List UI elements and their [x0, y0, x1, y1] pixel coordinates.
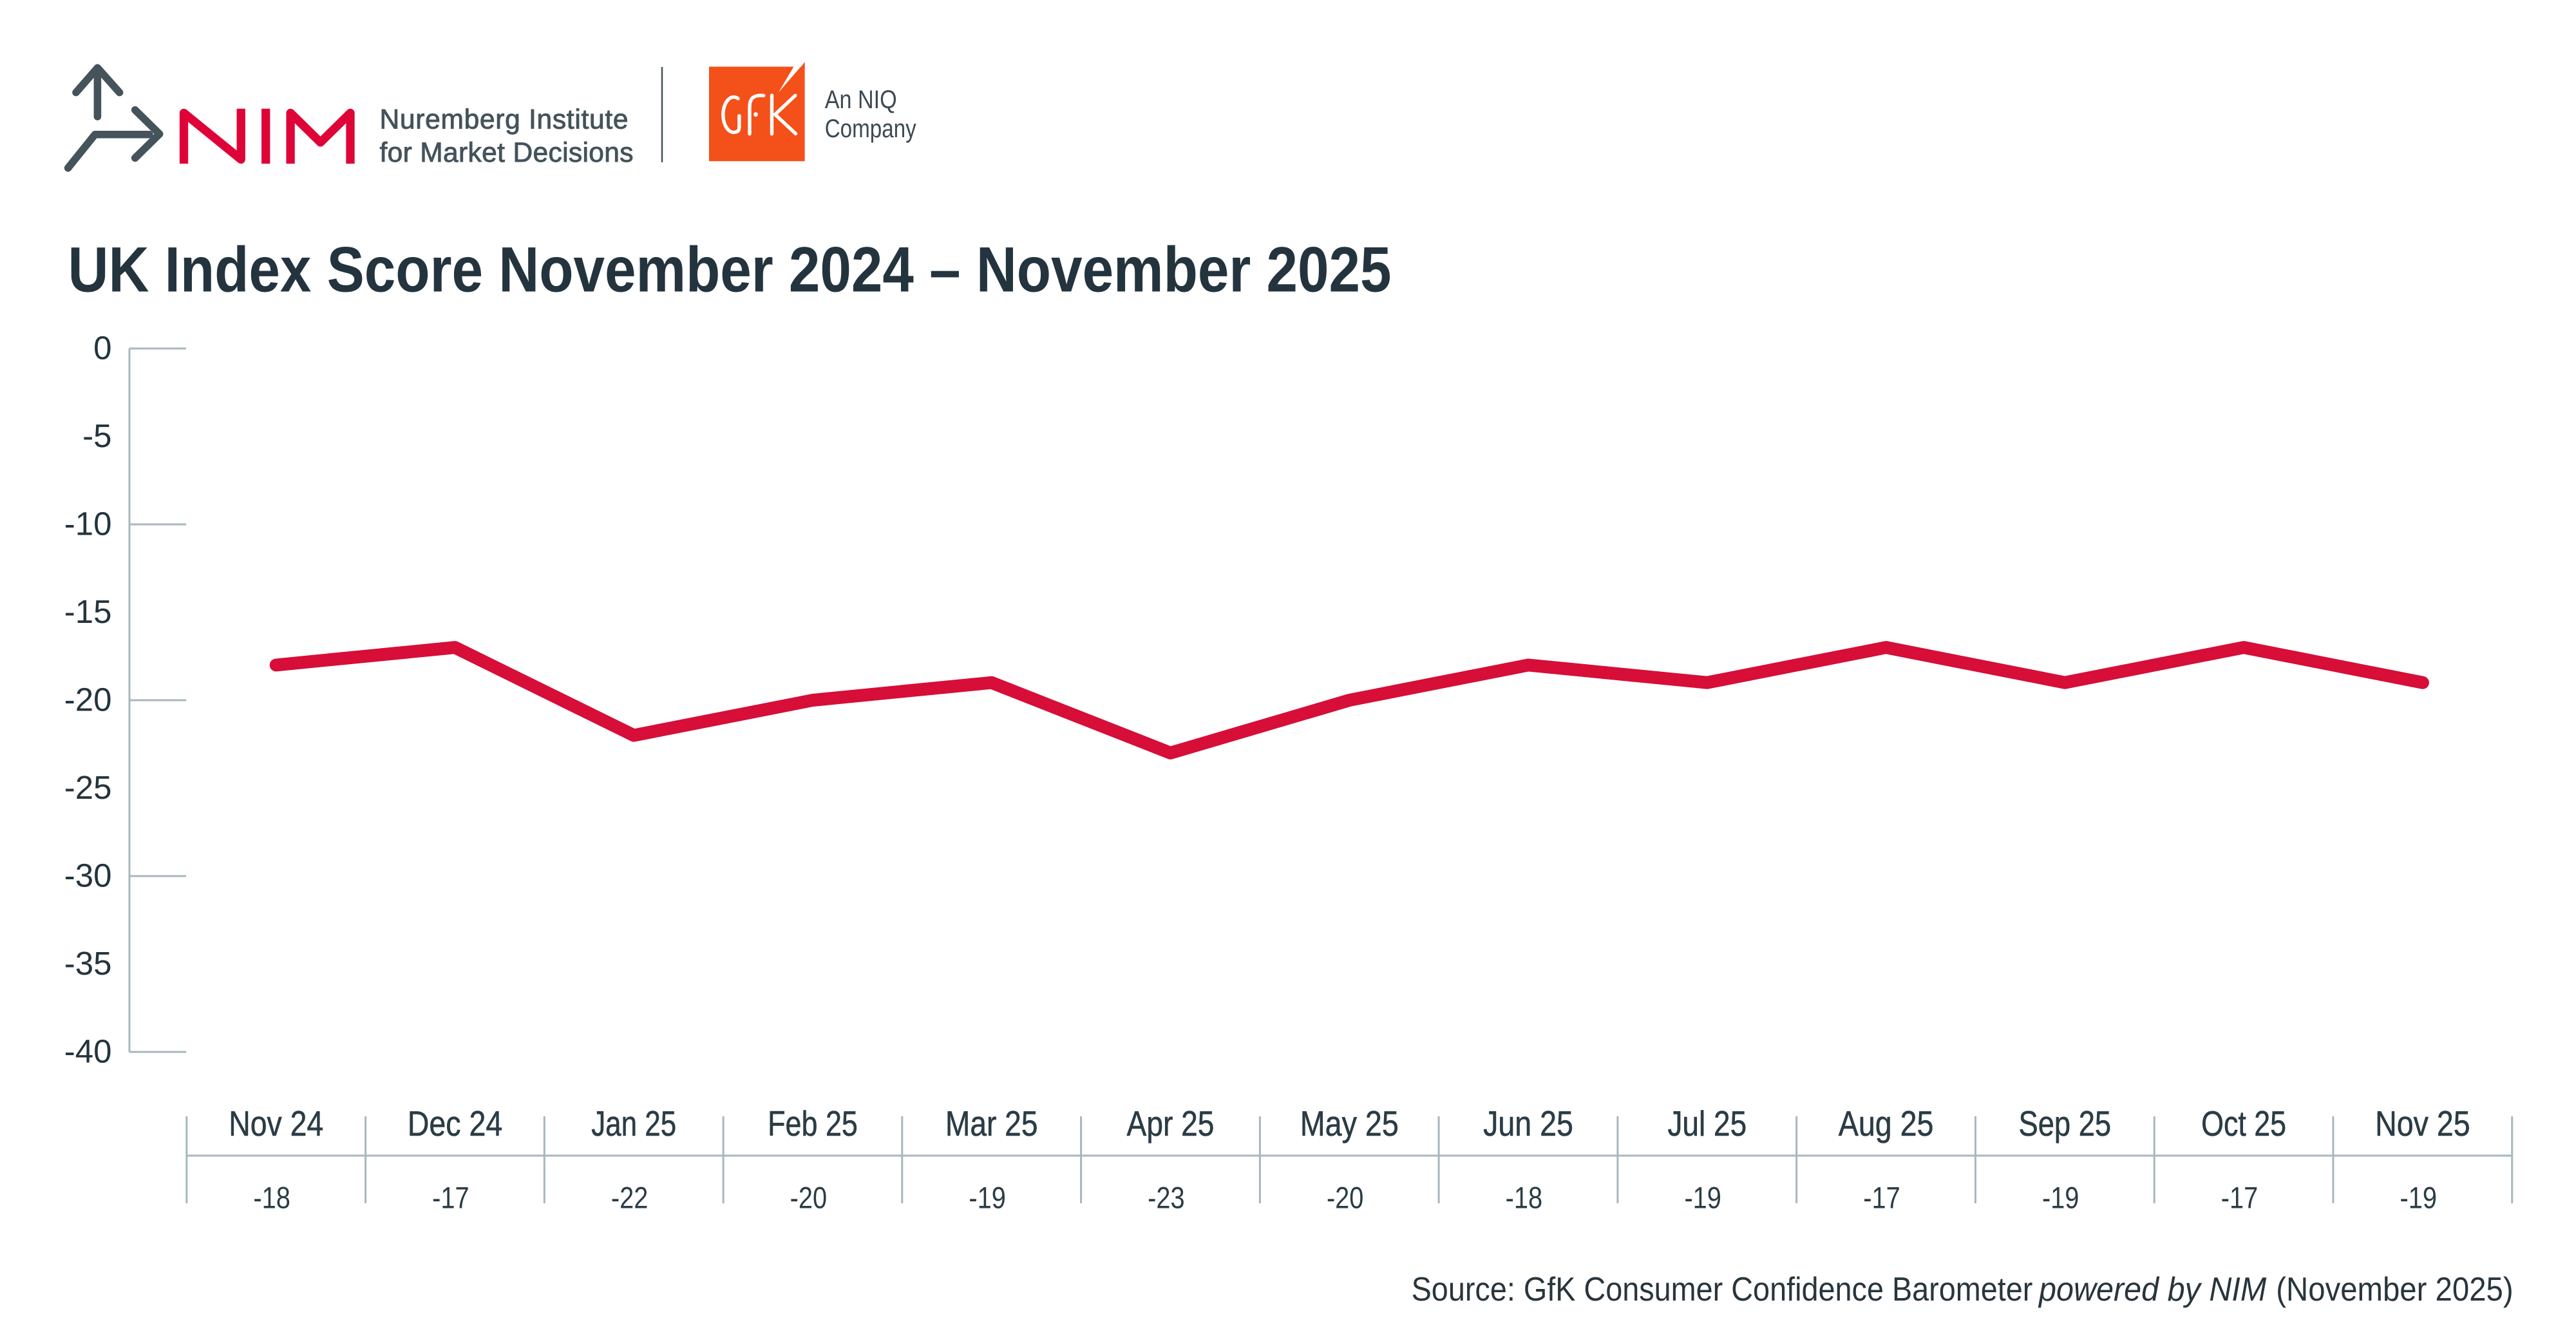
- svg-text:Nov 25: Nov 25: [2375, 1103, 2470, 1143]
- svg-text:-18: -18: [253, 1181, 290, 1215]
- svg-text:Aug 25: Aug 25: [1839, 1103, 1934, 1143]
- svg-text:Source: GfK Consumer Confidenc: Source: GfK Consumer Confidence Baromete…: [1412, 1271, 2033, 1308]
- svg-text:UK Index Score November 2024 –: UK Index Score November 2024 – November …: [68, 234, 1392, 305]
- svg-text:-19: -19: [1684, 1181, 1721, 1215]
- svg-text:May 25: May 25: [1300, 1103, 1399, 1143]
- svg-text:Mar 25: Mar 25: [945, 1103, 1038, 1143]
- svg-text:-20: -20: [790, 1181, 828, 1215]
- svg-text:Jul 25: Jul 25: [1667, 1103, 1747, 1143]
- svg-text:-20: -20: [1327, 1181, 1364, 1215]
- svg-text:-35: -35: [64, 945, 112, 982]
- svg-text:-18: -18: [1506, 1181, 1543, 1215]
- svg-text:Nov 24: Nov 24: [229, 1103, 323, 1143]
- svg-text:-10: -10: [64, 506, 112, 542]
- svg-text:Company: Company: [825, 115, 916, 143]
- svg-text:powered by NIM: powered by NIM: [2038, 1271, 2267, 1308]
- svg-text:-19: -19: [2042, 1181, 2079, 1215]
- svg-text:Nuremberg Institute: Nuremberg Institute: [380, 105, 629, 135]
- svg-text:An NIQ: An NIQ: [825, 86, 897, 114]
- svg-text:for Market Decisions: for Market Decisions: [380, 138, 634, 168]
- svg-text:-20: -20: [64, 682, 112, 718]
- svg-text:-25: -25: [64, 769, 112, 806]
- svg-text:-15: -15: [64, 593, 112, 630]
- svg-text:-17: -17: [432, 1181, 469, 1215]
- svg-text:Dec 24: Dec 24: [408, 1103, 503, 1143]
- svg-text:-19: -19: [969, 1181, 1006, 1215]
- svg-text:Jun 25: Jun 25: [1483, 1103, 1573, 1143]
- svg-text:-23: -23: [1148, 1181, 1185, 1215]
- svg-text:Sep 25: Sep 25: [2019, 1103, 2112, 1143]
- svg-text:-19: -19: [2400, 1181, 2438, 1215]
- svg-text:-5: -5: [82, 417, 111, 454]
- svg-text:Apr 25: Apr 25: [1127, 1103, 1215, 1143]
- svg-text:-17: -17: [2221, 1181, 2259, 1215]
- svg-text:-30: -30: [64, 857, 112, 894]
- svg-text:Feb 25: Feb 25: [768, 1103, 858, 1143]
- svg-text:0: 0: [93, 330, 111, 367]
- svg-text:-22: -22: [611, 1181, 649, 1215]
- svg-text:Jan 25: Jan 25: [591, 1103, 676, 1143]
- svg-text:(November 2025): (November 2025): [2276, 1271, 2513, 1308]
- svg-text:Oct 25: Oct 25: [2201, 1103, 2286, 1143]
- svg-text:-40: -40: [64, 1033, 112, 1070]
- svg-text:-17: -17: [1863, 1181, 1900, 1215]
